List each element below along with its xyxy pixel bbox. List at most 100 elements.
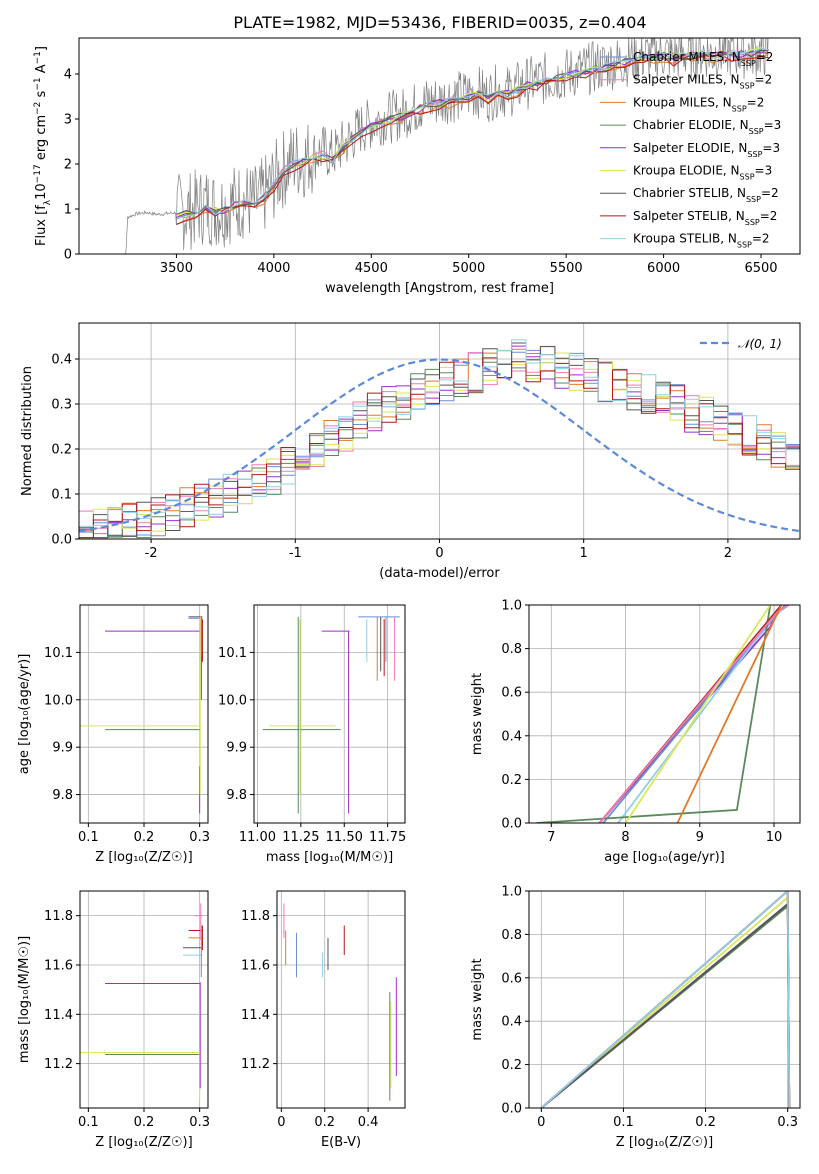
y-tick-label: 0.4 xyxy=(501,1015,522,1030)
y-tick-label: 0.4 xyxy=(501,729,522,744)
x-tick-label: 0.2 xyxy=(695,1115,716,1130)
y-tick-label: 0.0 xyxy=(501,1102,522,1117)
legend-entry: Kroupa MILES, NSSP=2 xyxy=(633,95,764,113)
x-tick-label: 0.3 xyxy=(189,830,210,845)
y-tick-label: 0.6 xyxy=(501,971,522,986)
normal-curve xyxy=(79,358,800,533)
y-tick-label: 0.1 xyxy=(51,488,72,503)
y-axis-label: Flux [fλ10−17 erg cm−2 s−1 A−1] xyxy=(33,46,53,246)
histogram-8 xyxy=(79,339,800,527)
y-tick-label: 0.2 xyxy=(501,1058,522,1073)
x-tick-label: 6000 xyxy=(647,261,680,276)
plot-area xyxy=(283,903,397,1101)
y-tick-label: 0.8 xyxy=(501,928,522,943)
y-tick-label: 11.2 xyxy=(241,1057,270,1072)
x-axis-label: (data-model)/error xyxy=(379,566,500,581)
y-tick-label: 0 xyxy=(64,248,72,263)
y-tick-label: 0.2 xyxy=(501,773,522,788)
y-tick-label: 11.6 xyxy=(241,958,270,973)
x-tick-label: 5500 xyxy=(550,261,583,276)
legend-entry: Kroupa STELIB, NSSP=2 xyxy=(633,232,770,250)
y-tick-label: 9.9 xyxy=(226,741,247,756)
x-axis-label: age [log₁₀(age/yr)] xyxy=(604,850,725,865)
chart-panel-spectrum: 3500 4000 4500 5000 5500 6000 6500 0 1 2 3 4 wavelen… xyxy=(33,37,801,296)
y-tick-label: 11.6 xyxy=(44,958,73,973)
x-tick-label: 11.75 xyxy=(369,830,406,845)
y-tick-label: 2 xyxy=(64,158,72,173)
legend: Chabrier MILES, NSSP=2 Salpeter MILES, NS… xyxy=(600,50,781,249)
y-tick-label: 11.4 xyxy=(44,1008,73,1023)
x-tick-label: 11.50 xyxy=(326,830,363,845)
chart-panel-age-vs-mass: 11.00 11.25 11.50 11.75 9.8 9.9 10.0 10.1 mass [… xyxy=(218,604,406,865)
legend-entry: Salpeter MILES, NSSP=2 xyxy=(633,73,772,91)
x-tick-label: 1 xyxy=(580,546,588,561)
y-tick-label: 4 xyxy=(64,68,72,83)
cumulative-line-8 xyxy=(540,891,791,1108)
x-axis-label: mass [log₁₀(M/M☉)] xyxy=(266,850,393,865)
model-spectrum-7 xyxy=(176,54,769,225)
y-tick-label: 11.4 xyxy=(241,1008,270,1023)
x-tick-label: 0.3 xyxy=(777,1115,798,1130)
y-tick-label: 3 xyxy=(64,113,72,128)
plot-area xyxy=(262,616,400,814)
y-tick-label: 0.0 xyxy=(51,533,72,548)
y-tick-label: 0.3 xyxy=(51,398,72,413)
legend-entry: Kroupa ELODIE, NSSP=3 xyxy=(633,164,772,182)
y-tick-label: 11.8 xyxy=(44,909,73,924)
legend-entry: 𝒩(0, 1) xyxy=(738,337,782,351)
axes-frame xyxy=(276,890,406,1109)
y-tick-label: 1.0 xyxy=(501,599,522,614)
y-tick-label: 10.1 xyxy=(44,646,73,661)
axes-frame xyxy=(528,890,801,1109)
x-tick-label: 0.1 xyxy=(613,1115,634,1130)
x-tick-label: 2 xyxy=(724,546,732,561)
x-tick-label: 0.3 xyxy=(189,1115,210,1130)
model-spectrum-8 xyxy=(176,47,769,220)
y-tick-label: 0.2 xyxy=(51,443,72,458)
axes-frame xyxy=(78,37,801,255)
legend-entry: Chabrier ELODIE, NSSP=3 xyxy=(633,118,781,136)
plot-area xyxy=(79,339,800,539)
y-tick-label: 1 xyxy=(64,203,72,218)
cumulative-line-2 xyxy=(676,605,783,823)
axes-frame xyxy=(253,604,406,824)
x-axis-label: Z [log₁₀(Z/Z☉)] xyxy=(95,1135,192,1150)
x-axis-label: Z [log₁₀(Z/Z☉)] xyxy=(95,850,192,865)
legend-entry: Chabrier STELIB, NSSP=2 xyxy=(633,186,779,204)
x-tick-label: 7 xyxy=(547,830,555,845)
y-tick-label: 11.2 xyxy=(44,1057,73,1072)
y-axis-label: mass weight xyxy=(470,673,485,755)
chart-panel-mass-vs-Z: 0.1 0.2 0.3 11.2 11.4 11.6 11.8 Z [log₁₀(Z/Z☉)]… xyxy=(17,890,210,1150)
legend-entry: Salpeter STELIB, NSSP=2 xyxy=(633,209,777,227)
cumulative-line-8 xyxy=(617,605,790,823)
y-tick-label: 9.8 xyxy=(52,788,73,803)
chart-panel-residuals: -2 -1 0 1 2 0.0 0.1 0.2 0.3 0.4 (data-model)/error… xyxy=(20,322,801,581)
x-tick-label: 3500 xyxy=(160,261,193,276)
y-tick-label: 1.0 xyxy=(501,885,522,900)
y-tick-label: 11.8 xyxy=(241,909,270,924)
cumulative-line-3 xyxy=(536,605,772,823)
cumulative-line-5 xyxy=(624,605,772,823)
x-tick-label: 0.2 xyxy=(134,830,155,845)
chart-panel-cumulative-age: 7 8 9 10 0.0 0.2 0.4 0.6 0.8 1.0 age [log₁₀(age/yr… xyxy=(470,599,801,865)
y-tick-label: 0.4 xyxy=(51,353,72,368)
x-axis-label: wavelength [Angstrom, rest frame] xyxy=(325,281,554,296)
x-tick-label: 4500 xyxy=(355,261,388,276)
y-axis-label: age [log₁₀(age/yr)] xyxy=(17,654,32,775)
chart-panel-age-vs-Z: 0.1 0.2 0.3 9.8 9.9 10.0 10.1 Z [log₁₀(Z/Z☉)] ag… xyxy=(17,604,210,865)
y-tick-label: 10.0 xyxy=(44,693,73,708)
axes-frame xyxy=(528,604,801,824)
y-axis-label: mass [log₁₀(M/M☉)] xyxy=(17,936,32,1063)
y-tick-label: 10.1 xyxy=(218,646,247,661)
y-tick-label: 0.8 xyxy=(501,642,522,657)
plot-area xyxy=(536,605,790,823)
y-tick-label: 0.0 xyxy=(501,817,522,832)
x-tick-label: 0.2 xyxy=(134,1115,155,1130)
chart-title: PLATE=1982, MJD=53436, FIBERID=0035, z=0… xyxy=(233,13,646,32)
y-tick-label: 0.6 xyxy=(501,686,522,701)
x-tick-label: 0 xyxy=(277,1115,285,1130)
x-tick-label: 0 xyxy=(537,1115,545,1130)
x-tick-label: 0 xyxy=(435,546,443,561)
plot-area xyxy=(80,903,203,1101)
x-tick-label: 0.1 xyxy=(78,830,99,845)
